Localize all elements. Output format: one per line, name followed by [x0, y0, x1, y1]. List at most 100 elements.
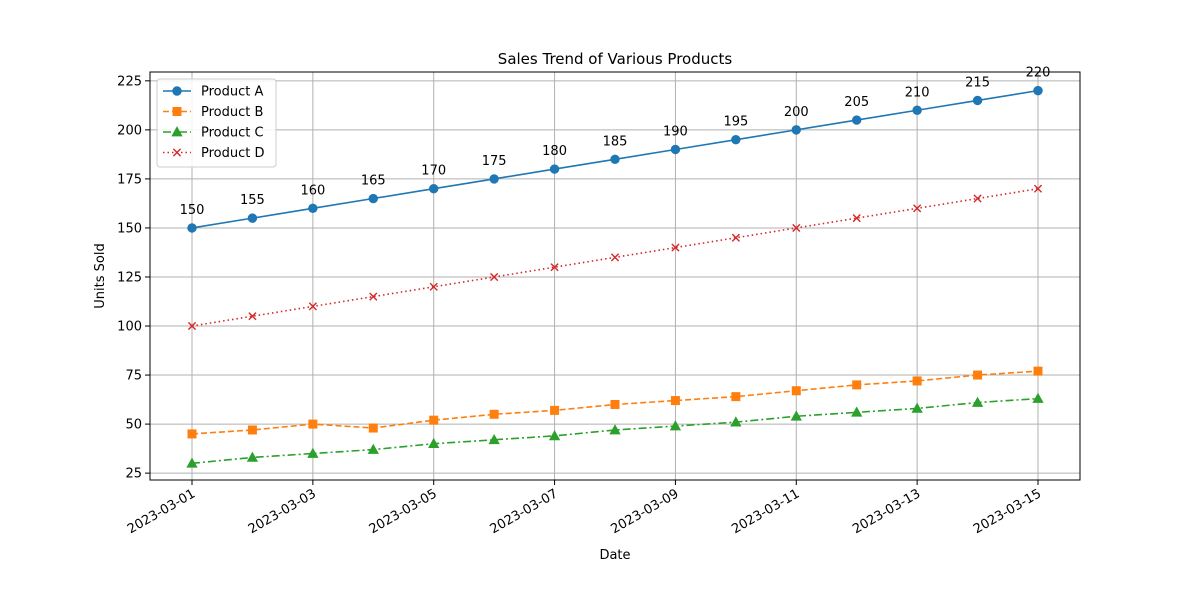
series-product-c: [186, 392, 1044, 468]
data-point-product-d: [429, 282, 438, 291]
data-point-product-c: [1032, 392, 1044, 403]
y-tick-label: 125: [117, 270, 142, 285]
data-point-product-c: [911, 402, 923, 413]
x-tick-label: 2023-03-09: [608, 486, 681, 537]
data-point-product-a: [731, 134, 741, 145]
x-tick-label: 2023-03-01: [125, 486, 198, 537]
y-tick-label: 175: [117, 172, 142, 187]
y-tick-label: 50: [125, 418, 142, 433]
legend-item-product-a: Product A: [163, 85, 263, 100]
data-point-product-a: [247, 213, 258, 223]
data-point-product-b: [368, 423, 378, 433]
data-point-product-d: [490, 272, 499, 282]
data-point-product-b: [247, 425, 257, 435]
data-point-product-a: [549, 164, 560, 174]
y-tick-label: 225: [117, 74, 142, 89]
legend-marker-product-b: [172, 107, 182, 116]
data-point-product-d: [973, 194, 982, 203]
x-tick-label: 2023-03-11: [729, 486, 802, 537]
data-label-product-a: 220: [1026, 66, 1051, 81]
data-point-product-c: [367, 443, 379, 454]
data-label-product-a: 210: [905, 85, 930, 100]
legend-item-product-d: Product D: [163, 146, 265, 161]
data-point-product-b: [1033, 366, 1043, 376]
legend-item-product-c: Product C: [163, 126, 264, 141]
data-point-product-a: [1033, 85, 1043, 96]
data-label-product-a: 160: [300, 183, 325, 198]
data-point-product-d: [550, 263, 559, 272]
x-axis-label: Date: [599, 548, 630, 563]
data-point-product-d: [248, 312, 257, 321]
data-point-product-c: [851, 406, 863, 417]
data-label-product-a: 155: [240, 193, 265, 208]
data-point-product-d: [671, 243, 680, 252]
data-point-product-a: [791, 125, 801, 135]
series-line-product-c: [191, 397, 1039, 465]
data-point-product-d: [308, 302, 317, 311]
y-tick-label: 75: [125, 369, 142, 384]
y-axis-label: Units Sold: [93, 243, 108, 308]
data-point-product-d: [913, 204, 922, 213]
data-point-product-a: [912, 105, 922, 115]
data-point-product-d: [731, 233, 740, 242]
grid-layer: [150, 72, 1080, 480]
data-point-product-d: [852, 214, 861, 223]
legend: Product A Product B Product C Product D: [156, 78, 277, 168]
data-point-product-c: [790, 410, 802, 421]
data-point-product-d: [187, 321, 197, 331]
data-point-product-c: [488, 433, 500, 445]
data-point-product-c: [669, 420, 682, 431]
x-tick-label: 2023-03-07: [488, 486, 561, 537]
legend-item-product-b: Product B: [163, 105, 263, 120]
data-point-product-d: [610, 253, 620, 262]
data-label-product-a: 205: [844, 95, 869, 110]
data-point-product-b: [973, 370, 983, 380]
x-tick-label: 2023-03-13: [850, 486, 923, 537]
data-point-product-d: [369, 292, 378, 301]
data-point-product-b: [731, 392, 741, 402]
y-tick-label: 150: [117, 221, 142, 236]
data-label-product-a: 200: [784, 105, 809, 120]
data-point-product-a: [308, 203, 318, 214]
data-point-product-a: [429, 184, 439, 194]
data-point-product-b: [670, 396, 680, 406]
data-point-product-b: [187, 429, 197, 439]
data-point-product-c: [428, 437, 440, 449]
data-point-product-d: [1033, 184, 1043, 193]
data-point-product-c: [971, 396, 984, 407]
data-point-product-b: [550, 405, 560, 415]
data-point-product-d: [792, 223, 801, 233]
y-tick-label: 100: [117, 320, 142, 335]
legend-label-product-c: Product C: [201, 126, 264, 141]
legend-marker-product-d: [172, 148, 182, 157]
legend-label-product-a: Product A: [201, 85, 263, 100]
plot-frame: [149, 71, 1081, 481]
series-layer: 150 155 160 165 170 175 180 185 190 195 200 205 210 2…: [180, 66, 1051, 468]
data-label-product-a: 165: [361, 174, 386, 189]
legend-label-product-d: Product D: [201, 146, 265, 161]
data-point-product-c: [307, 447, 319, 458]
data-point-product-c: [186, 457, 198, 468]
legend-label-product-b: Product B: [201, 105, 263, 120]
data-label-product-a: 170: [421, 164, 446, 179]
data-label-product-a: 185: [603, 134, 628, 149]
data-point-product-b: [852, 380, 862, 390]
data-label-product-a: 180: [542, 144, 567, 159]
data-point-product-c: [548, 430, 561, 441]
series-product-a: 150 155 160 165 170 175 180 185 190 195 200 205 210 2…: [180, 66, 1051, 233]
data-point-product-a: [187, 223, 197, 233]
data-point-product-a: [368, 193, 378, 204]
x-tick-label: 2023-03-03: [246, 486, 319, 537]
x-tick-label: 2023-03-15: [971, 486, 1044, 537]
data-point-product-c: [609, 424, 621, 435]
data-label-product-a: 190: [663, 124, 688, 139]
data-label-product-a: 150: [180, 203, 205, 218]
x-tick-label: 2023-03-05: [367, 486, 440, 537]
data-point-product-b: [912, 376, 922, 386]
data-point-product-c: [730, 416, 742, 427]
data-point-product-a: [610, 154, 620, 164]
data-point-product-a: [972, 95, 983, 106]
data-point-product-b: [610, 399, 620, 409]
legend-box: [156, 78, 277, 168]
data-point-product-b: [308, 419, 318, 429]
